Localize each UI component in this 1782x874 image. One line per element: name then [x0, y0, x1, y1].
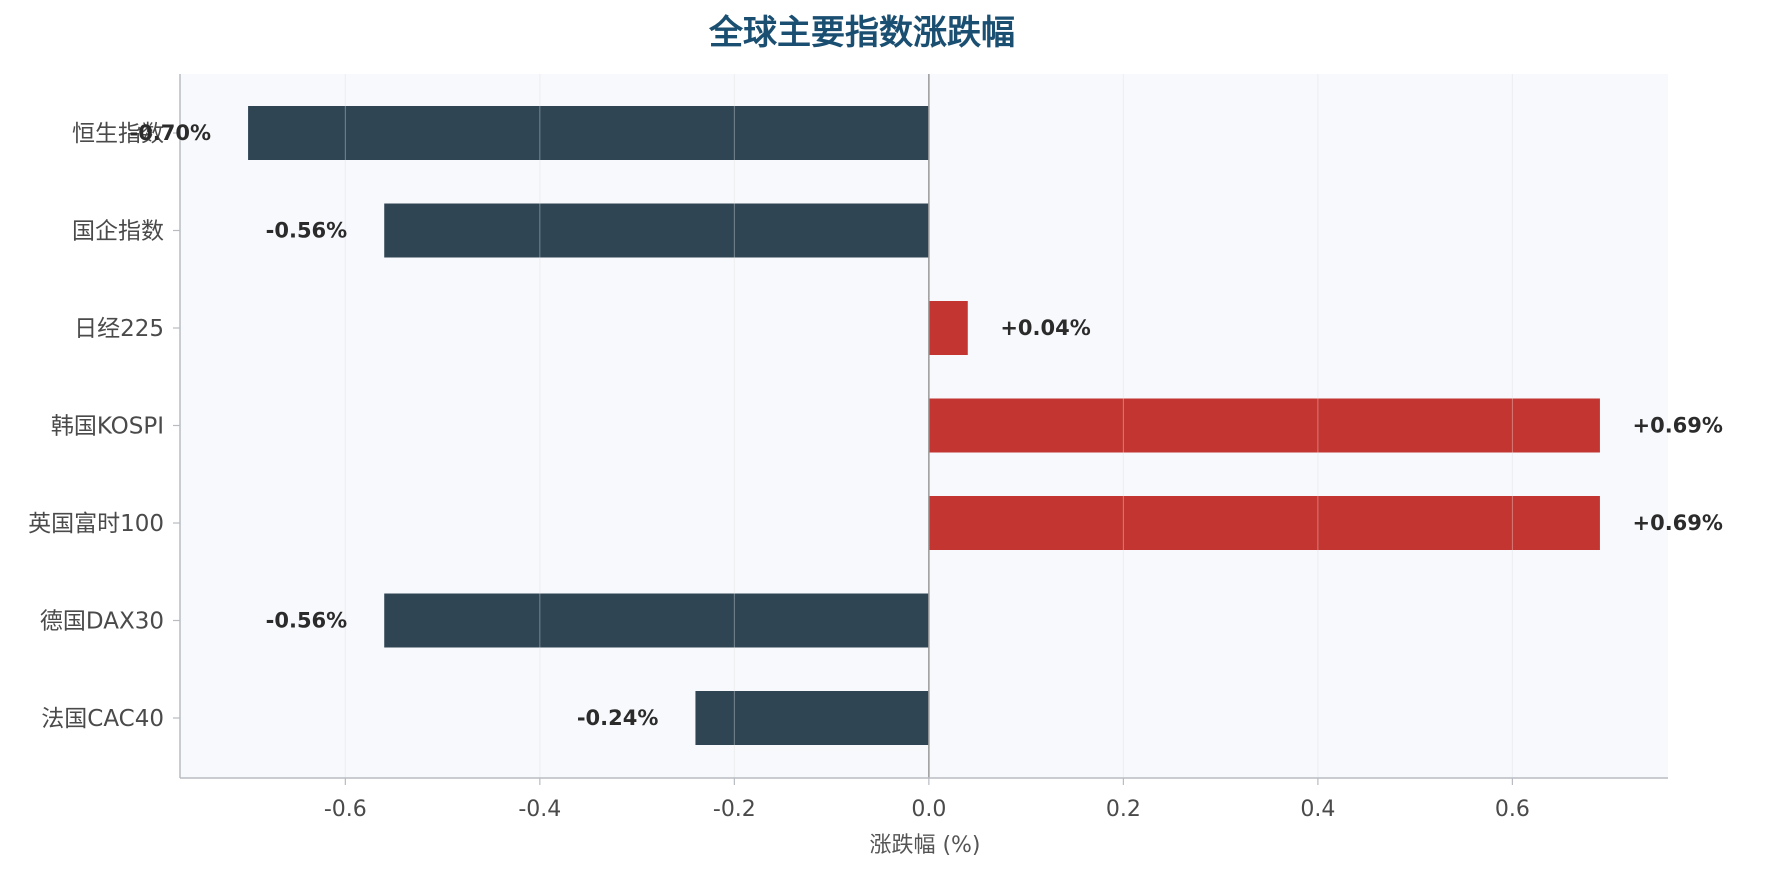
- bar: [928, 301, 968, 355]
- x-tick-label: -0.2: [713, 797, 756, 822]
- data-label: -0.24%: [577, 706, 659, 730]
- x-tick-label: 0.6: [1495, 797, 1530, 822]
- x-tick-label: -0.4: [518, 797, 561, 822]
- bar: [384, 203, 929, 258]
- bar: [695, 691, 929, 745]
- data-label: +0.69%: [1632, 511, 1722, 535]
- bar: [928, 398, 1600, 453]
- bar: [248, 106, 929, 160]
- category-label: 恒生指数: [72, 121, 164, 147]
- x-tick-label: 0.0: [911, 797, 946, 822]
- bar: [928, 496, 1600, 550]
- chart-title: 全球主要指数涨跌幅: [708, 13, 1015, 53]
- category-label: 德国DAX30: [40, 609, 164, 635]
- data-labels: -0.70% -0.56% +0.04% +0.69% +0.69% -0.56% -0.2…: [129, 121, 1722, 730]
- category-label: 法国CAC40: [41, 706, 164, 732]
- bar: [384, 593, 929, 648]
- x-tick-label: 0.4: [1300, 797, 1335, 822]
- category-label: 日经225: [74, 316, 164, 342]
- data-label: -0.70%: [129, 121, 211, 145]
- x-tick-label: -0.6: [324, 797, 367, 822]
- data-label: +0.04%: [1000, 316, 1090, 340]
- x-tick-label: 0.2: [1106, 797, 1141, 822]
- x-axis-title: 涨跌幅 (%): [869, 833, 980, 858]
- data-label: -0.56%: [266, 219, 348, 243]
- category-label: 国企指数: [72, 219, 164, 245]
- category-label: 英国富时100: [28, 511, 164, 537]
- category-label: 韩国KOSPI: [51, 414, 164, 440]
- data-label: -0.56%: [266, 609, 348, 633]
- bars: [248, 74, 1600, 778]
- data-label: +0.69%: [1632, 414, 1722, 438]
